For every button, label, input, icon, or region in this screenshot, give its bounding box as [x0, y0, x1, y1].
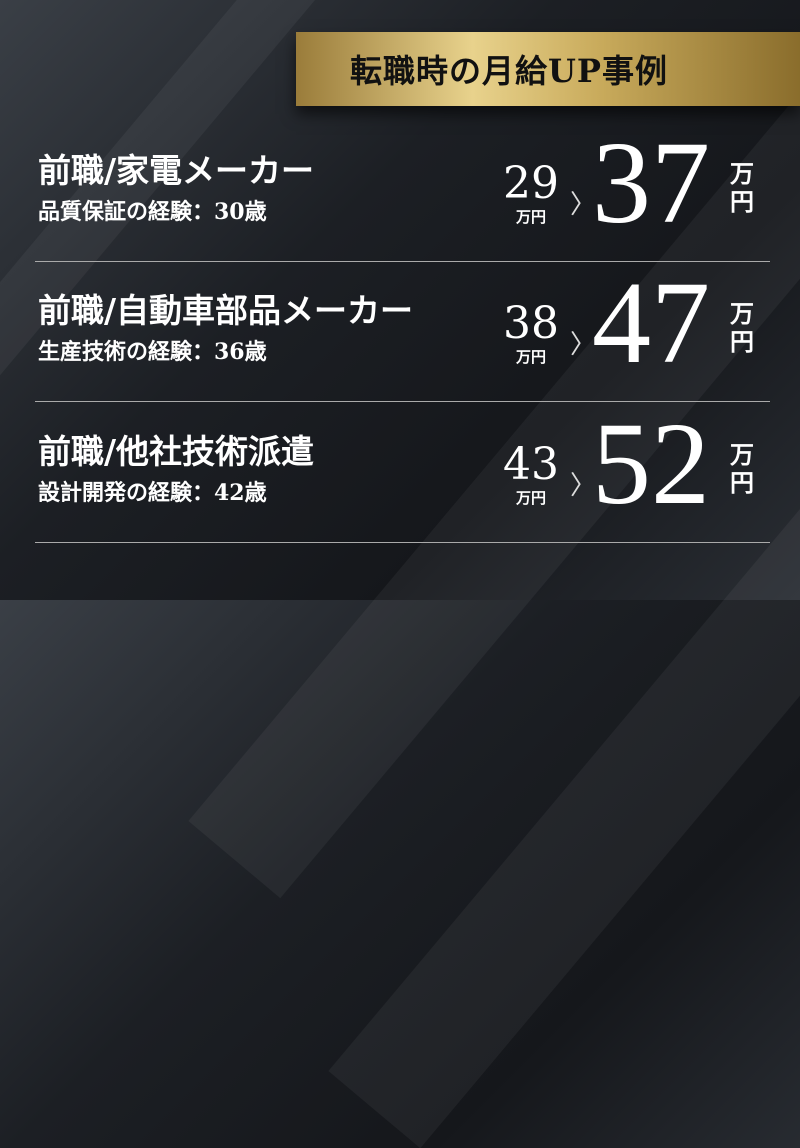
case-subtitle: 品質保証の経験：30歳 [38, 199, 267, 225]
unit-yen: 円 [730, 327, 754, 356]
case-title: 前職/家電メーカー [38, 151, 315, 190]
salary-after-value: 52 [592, 398, 710, 529]
unit-man: 万 [730, 299, 754, 328]
case-title: 前職/他社技術派遣 [38, 432, 315, 471]
case-row: 前職/自動車部品メーカー 生産技術の経験：36歳 38 万円 〉 47 万円 [0, 262, 800, 402]
case-row: 前職/家電メーカー 品質保証の経験：30歳 29 万円 〉 37 万円 [0, 122, 800, 262]
chevron-right-icon: 〉 [570, 471, 597, 501]
salary-before-value: 38 [503, 298, 559, 349]
unit-man: 万 [730, 440, 754, 469]
case-subtitle: 生産技術の経験：36歳 [38, 339, 267, 365]
case-subtitle: 設計開発の経験：42歳 [38, 480, 267, 506]
salary-before-unit: 万円 [515, 208, 546, 226]
unit-man: 万 [730, 159, 754, 188]
case-title: 前職/自動車部品メーカー [38, 291, 414, 330]
divider [35, 401, 770, 402]
salary-after-unit: 万円 [730, 300, 758, 356]
salary-before: 29 万円 [500, 162, 562, 227]
case-row: 前職/他社技術派遣 設計開発の経験：42歳 43 万円 〉 52 万円 [0, 403, 800, 543]
salary-after-value: 47 [592, 257, 710, 388]
salary-before: 38 万円 [500, 302, 562, 367]
unit-yen: 円 [730, 468, 754, 497]
salary-after-unit: 万円 [730, 441, 758, 497]
salary-before-unit: 万円 [515, 489, 546, 507]
header-title: 転職時の月給UP事例 [350, 52, 668, 90]
salary-before-value: 29 [503, 158, 559, 209]
chevron-right-icon: 〉 [570, 330, 597, 360]
salary-before-unit: 万円 [515, 348, 546, 366]
divider [35, 542, 770, 543]
salary-after-unit: 万円 [730, 160, 758, 216]
header-banner: 転職時の月給UP事例 [296, 32, 800, 106]
salary-after-value: 37 [592, 117, 710, 248]
unit-yen: 円 [730, 187, 754, 216]
salary-before: 43 万円 [500, 443, 562, 508]
divider [35, 261, 770, 262]
chevron-right-icon: 〉 [570, 190, 597, 220]
salary-before-value: 43 [503, 439, 559, 490]
